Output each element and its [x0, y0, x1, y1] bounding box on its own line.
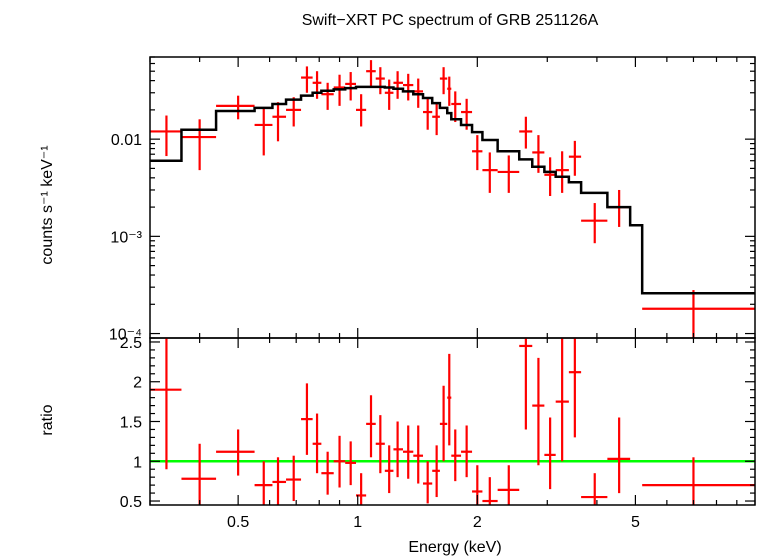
model-step-line [150, 85, 755, 295]
ratio-point [581, 473, 608, 505]
ratio-point [301, 383, 313, 455]
x-tick-label: 2 [473, 514, 482, 531]
data-point [423, 98, 433, 130]
ratio-point [413, 425, 424, 484]
ratio-point [447, 353, 452, 446]
y-tick-label: 10⁻³ [110, 229, 142, 246]
data-point [439, 67, 448, 95]
data-point [544, 157, 556, 197]
data-point [254, 107, 273, 156]
ratio-point [286, 455, 302, 502]
ratio-point [375, 415, 385, 474]
data-point [312, 71, 322, 99]
data-point [555, 151, 569, 193]
data-point [301, 66, 313, 93]
ratio-point [384, 445, 394, 494]
y-tick-label: 1 [133, 454, 142, 471]
data-point [345, 72, 356, 101]
data-point [286, 97, 302, 127]
y-tick-label: 1.5 [120, 415, 142, 432]
ratio-point [461, 425, 473, 478]
y-tick-label: 10⁻⁴ [109, 327, 142, 344]
x-axis-label: Energy (keV) [408, 539, 501, 556]
ratio-point [642, 457, 755, 505]
ratio-point [439, 385, 448, 462]
data-point [366, 60, 376, 87]
ratio-point [333, 435, 346, 488]
data-point [321, 82, 334, 110]
ratio-point [272, 457, 287, 505]
data-point [150, 115, 182, 157]
data-point [482, 152, 498, 193]
y-tick-label: 2.5 [120, 335, 142, 352]
y-axis-label-spectrum: counts s⁻¹ keV⁻¹ [39, 145, 56, 264]
data-point [447, 76, 452, 106]
ratio-plot-area [150, 338, 755, 505]
ratio-point [519, 338, 533, 430]
ratio-frame [149, 337, 756, 506]
chart-title: Swift−XRT PC spectrum of GRB 251126A [302, 12, 599, 29]
ratio-point [150, 338, 182, 470]
data-point [607, 189, 631, 227]
data-point [451, 91, 462, 123]
ratio-point [568, 338, 582, 438]
data-point [432, 102, 440, 136]
ratio-point [451, 429, 462, 482]
ratio-point [544, 417, 556, 490]
ratio-point [607, 417, 631, 494]
data-point [568, 140, 582, 176]
ratio-point [216, 429, 255, 476]
spectrum-panel: 0.01 10⁻³ 10⁻⁴ [109, 56, 756, 344]
x-tick-label: 1 [353, 514, 362, 531]
data-point [581, 203, 608, 244]
x-tick-label: 5 [631, 514, 640, 531]
spectrum-y-ticks [150, 56, 755, 339]
ratio-x-ticks [149, 338, 756, 505]
ratio-point [321, 451, 334, 495]
data-point [393, 71, 403, 99]
ratio-point [432, 445, 440, 498]
data-point [375, 67, 385, 95]
spectrum-plot-area [150, 60, 755, 338]
data-point [472, 135, 483, 171]
data-point [519, 116, 533, 149]
ratio-point [402, 425, 414, 479]
ratio-point [555, 338, 569, 462]
ratio-point [366, 395, 376, 458]
data-point [181, 119, 217, 171]
data-point [216, 95, 255, 120]
y-tick-label: 2 [133, 375, 142, 392]
data-point [402, 73, 414, 101]
ratio-point [532, 357, 545, 466]
data-point [642, 290, 755, 338]
spectrum-x-ticks [149, 57, 756, 338]
spectrum-frame [149, 56, 756, 339]
y-tick-label: 0.01 [111, 132, 142, 149]
data-point [272, 102, 287, 142]
ratio-point [482, 477, 498, 505]
data-point [497, 155, 520, 193]
data-point [355, 94, 367, 127]
y-tick-label: 0.5 [120, 494, 142, 511]
ratio-point [423, 461, 433, 504]
ratio-point [254, 461, 273, 505]
y-axis-label-ratio: ratio [39, 404, 56, 435]
ratio-point [181, 443, 217, 505]
data-point [384, 79, 394, 110]
ratio-point [312, 413, 322, 474]
ratio-panel: 0.5 1 2 5 0.5 1 1.5 2 2.5 [120, 335, 756, 531]
x-tick-label: 0.5 [227, 514, 249, 531]
ratio-y-ticks [150, 341, 755, 502]
ratio-point [497, 465, 520, 505]
ratio-point [345, 441, 356, 486]
ratio-point [393, 421, 403, 478]
